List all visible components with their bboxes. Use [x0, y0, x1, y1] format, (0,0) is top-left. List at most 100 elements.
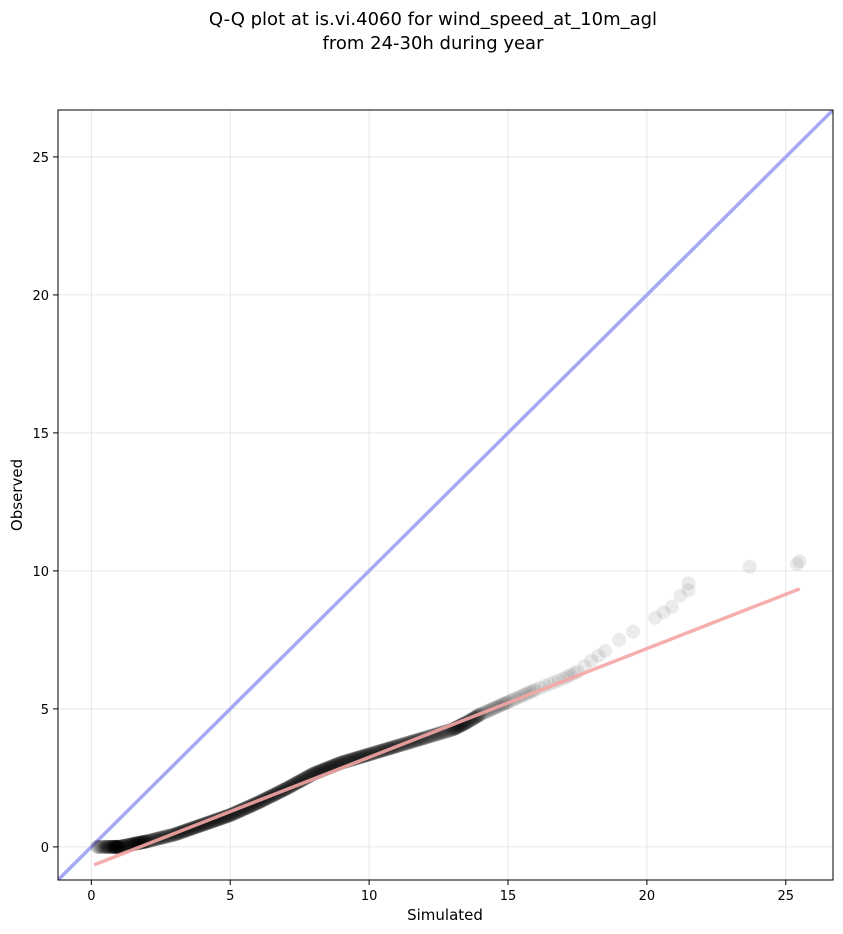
scatter-point [598, 643, 613, 658]
scatter-point [110, 839, 125, 854]
scatter-point [108, 839, 123, 854]
scatter-point [119, 838, 134, 853]
scatter-point [116, 839, 131, 854]
x-tick-label: 15 [500, 889, 517, 904]
chart-title-line-2: from 24-30h during year [323, 33, 545, 54]
scatter-point [95, 839, 110, 854]
scatter-point [91, 839, 106, 854]
fit-line [93, 587, 801, 867]
scatter-point [117, 838, 132, 853]
scatter-point [113, 839, 128, 854]
scatter-point [118, 838, 133, 853]
scatter-point [114, 839, 129, 854]
scatter-point [94, 839, 109, 854]
scatter-point [114, 839, 129, 854]
scatter-point [789, 556, 804, 571]
scatter-point [742, 559, 757, 574]
x-tick-label: 0 [87, 889, 95, 904]
scatter-point [93, 839, 108, 854]
y-tick-label: 10 [32, 565, 49, 580]
x-tick-label: 20 [639, 889, 656, 904]
scatter-point [110, 839, 125, 854]
scatter-point [116, 838, 131, 853]
scatter-point [112, 839, 127, 854]
scatter-point [107, 839, 122, 854]
chart-title-line-1: Q-Q plot at is.vi.4060 for wind_speed_at… [209, 9, 657, 30]
scatter-point [648, 610, 663, 625]
scatter-point [105, 839, 120, 854]
scatter-point [109, 839, 124, 854]
scatter-point [100, 839, 115, 854]
scatter-point [92, 839, 107, 854]
y-tick-label: 15 [32, 427, 49, 442]
scatter-point [106, 839, 121, 854]
scatter-point [89, 839, 104, 854]
scatter-point [111, 839, 126, 854]
scatter-point [113, 839, 128, 854]
points-series [89, 554, 807, 854]
x-tick-label: 10 [361, 889, 378, 904]
scatter-point [111, 839, 126, 854]
scatter-point [103, 839, 118, 854]
scatter-point [96, 839, 111, 854]
x-tick-label: 25 [778, 889, 795, 904]
scatter-point [105, 839, 120, 854]
scatter-point [109, 839, 124, 854]
scatter-point [584, 653, 599, 668]
scatter-point [664, 599, 679, 614]
y-axis-label: Observed [8, 459, 26, 531]
scatter-point [108, 839, 123, 854]
identity-line [58, 110, 833, 880]
scatter-point [104, 839, 119, 854]
scatter-point [577, 659, 592, 674]
scatter-point [107, 839, 122, 854]
scatter-point [673, 588, 688, 603]
scatter-point [101, 839, 116, 854]
scatter-point [99, 839, 114, 854]
scatter-point [102, 839, 117, 854]
scatter-point [118, 838, 133, 853]
scatter-point [106, 839, 121, 854]
y-tick-label: 0 [41, 841, 49, 856]
scatter-point [106, 839, 121, 854]
scatter-point [681, 583, 696, 598]
scatter-point [681, 576, 696, 591]
scatter-point [98, 839, 113, 854]
scatter-point [90, 839, 105, 854]
scatter-point [108, 839, 123, 854]
x-tick-label: 5 [226, 889, 234, 904]
scatter-point [591, 648, 606, 663]
scatter-point [115, 839, 130, 854]
plot-frame [57, 109, 834, 881]
scatter-point [111, 839, 126, 854]
scatter-point [101, 839, 115, 854]
scatter-point [109, 839, 124, 854]
scatter-point [110, 839, 125, 854]
scatter-point [100, 839, 115, 854]
scatter-point [792, 554, 807, 569]
scatter-point [107, 839, 122, 854]
plot-area [58, 110, 833, 880]
scatter-point [103, 839, 118, 854]
scatter-point [94, 839, 109, 854]
scatter-point [102, 839, 117, 854]
scatter-point [98, 839, 113, 854]
axis-ticks: 0 5 10 15 20 25 0 5 10 15 20 25 [32, 151, 794, 904]
scatter-point [99, 839, 114, 854]
scatter-point [110, 839, 125, 854]
scatter-point [113, 839, 128, 854]
scatter-point [656, 605, 671, 620]
scatter-point [110, 839, 125, 854]
scatter-point [107, 839, 122, 854]
y-tick-label: 25 [32, 151, 49, 166]
scatter-point [109, 839, 124, 854]
scatter-point [108, 839, 123, 854]
x-axis-label: Simulated [407, 906, 483, 924]
scatter-point [107, 839, 122, 854]
scatter-point [612, 632, 627, 647]
y-tick-label: 20 [32, 289, 49, 304]
scatter-point [115, 839, 130, 854]
grid [58, 110, 833, 880]
y-tick-label: 5 [41, 703, 49, 718]
